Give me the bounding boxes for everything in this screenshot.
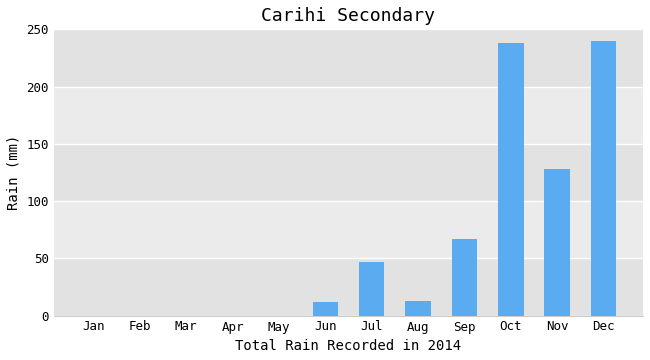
Bar — [452, 239, 477, 316]
Bar — [498, 43, 523, 316]
Bar — [545, 169, 570, 316]
Bar — [54, 29, 643, 86]
Bar — [54, 201, 643, 258]
Bar — [359, 262, 384, 316]
Bar — [54, 144, 643, 201]
Bar — [54, 258, 643, 316]
Bar — [591, 41, 616, 316]
Bar — [54, 86, 643, 144]
X-axis label: Total Rain Recorded in 2014: Total Rain Recorded in 2014 — [235, 339, 462, 353]
Bar — [405, 301, 431, 316]
Title: Carihi Secondary: Carihi Secondary — [261, 7, 436, 25]
Y-axis label: Rain (mm): Rain (mm) — [7, 135, 21, 210]
Bar — [313, 302, 338, 316]
